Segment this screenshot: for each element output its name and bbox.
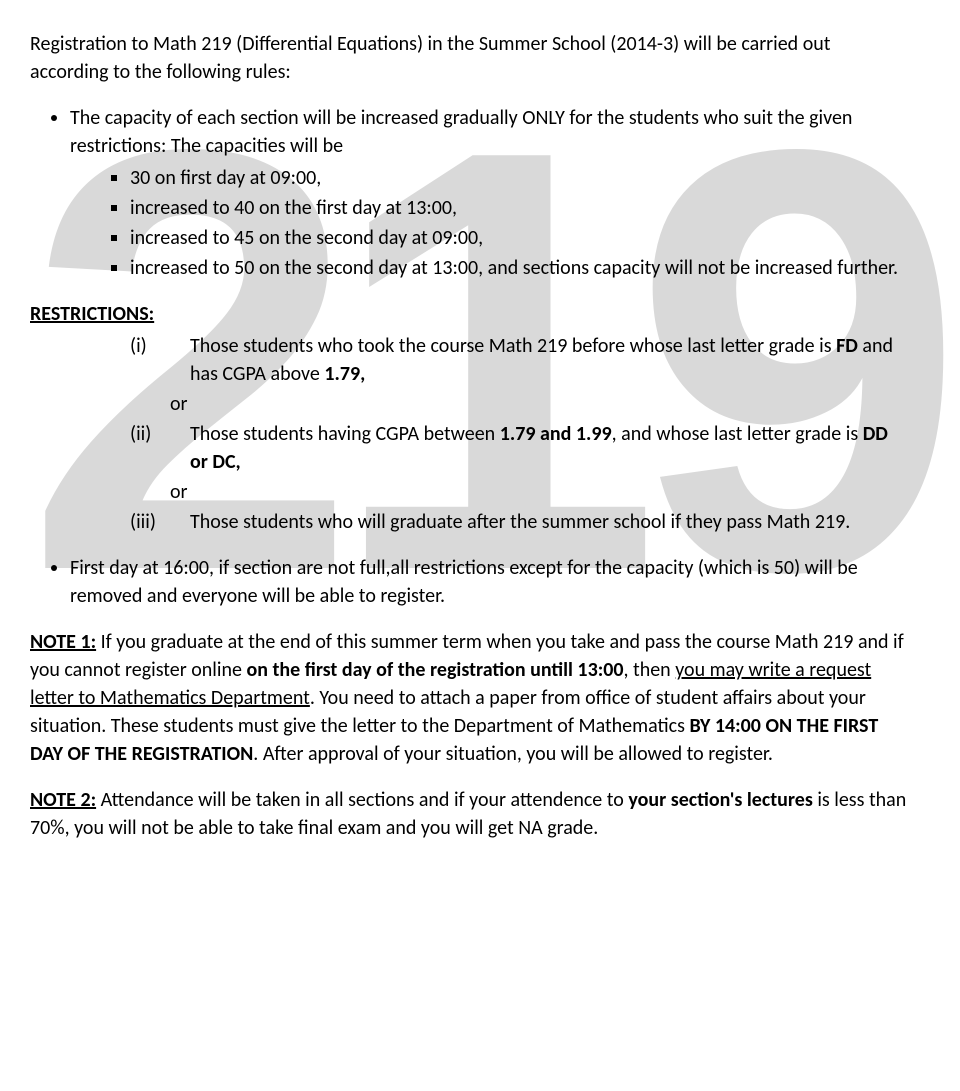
note-1: NOTE 1: If you graduate at the end of th… [30,628,910,768]
restriction-i-cgpa: 1.79, [324,362,365,386]
capacity-item-1: 30 on first day at 09:00, [130,164,910,192]
restriction-i-text-a: Those students who took the course Math … [190,334,836,358]
restriction-i-fd: FD [836,334,858,358]
or-2: or [130,478,910,506]
or-1: or [130,390,910,418]
intro-paragraph: Registration to Math 219 (Differential E… [30,30,910,86]
restriction-ii-text-a: Those students having CGPA between [190,422,500,446]
restriction-ii-num: (ii) [130,420,190,448]
restriction-i-text: Those students who took the course Math … [190,332,910,388]
note-1-t2: , then [624,658,676,682]
second-bullet-list: First day at 16:00, if section are not f… [30,554,910,610]
restriction-ii-range: 1.79 and 1.99 [500,422,612,446]
restriction-iii-text: Those students who will graduate after t… [190,508,910,536]
removal-bullet: First day at 16:00, if section are not f… [70,554,910,610]
restrictions-block: (i) Those students who took the course M… [30,332,910,536]
capacity-item-3: increased to 45 on the second day at 09:… [130,224,910,252]
note-2-label: NOTE 2: [30,788,96,812]
capacity-item-2: increased to 40 on the first day at 13:0… [130,194,910,222]
restrictions-header: RESTRICTIONS: [30,300,910,328]
capacity-item-4: increased to 50 on the second day at 13:… [130,254,910,282]
restriction-ii: (ii) Those students having CGPA between … [130,420,910,476]
restriction-i: (i) Those students who took the course M… [130,332,910,388]
main-bullet-list: The capacity of each section will be inc… [30,104,910,282]
note-2: NOTE 2: Attendance will be taken in all … [30,786,910,842]
restriction-ii-text: Those students having CGPA between 1.79 … [190,420,910,476]
restriction-i-num: (i) [130,332,190,360]
restriction-ii-text-b: , and whose last letter grade is [612,422,863,446]
note-2-t1: Attendance will be taken in all sections… [96,788,628,812]
note-1-label: NOTE 1: [30,630,96,654]
restriction-iii: (iii) Those students who will graduate a… [130,508,910,536]
restriction-iii-num: (iii) [130,508,190,536]
capacity-bullet: The capacity of each section will be inc… [70,104,910,282]
capacity-sublist: 30 on first day at 09:00, increased to 4… [70,164,910,282]
note-1-b1: on the first day of the registration unt… [246,658,623,682]
capacity-lead: The capacity of each section will be inc… [70,106,852,158]
document-content: Registration to Math 219 (Differential E… [30,30,910,842]
note-1-t4: . After approval of your situation, you … [253,742,773,766]
note-2-b1: your section's lectures [628,788,812,812]
